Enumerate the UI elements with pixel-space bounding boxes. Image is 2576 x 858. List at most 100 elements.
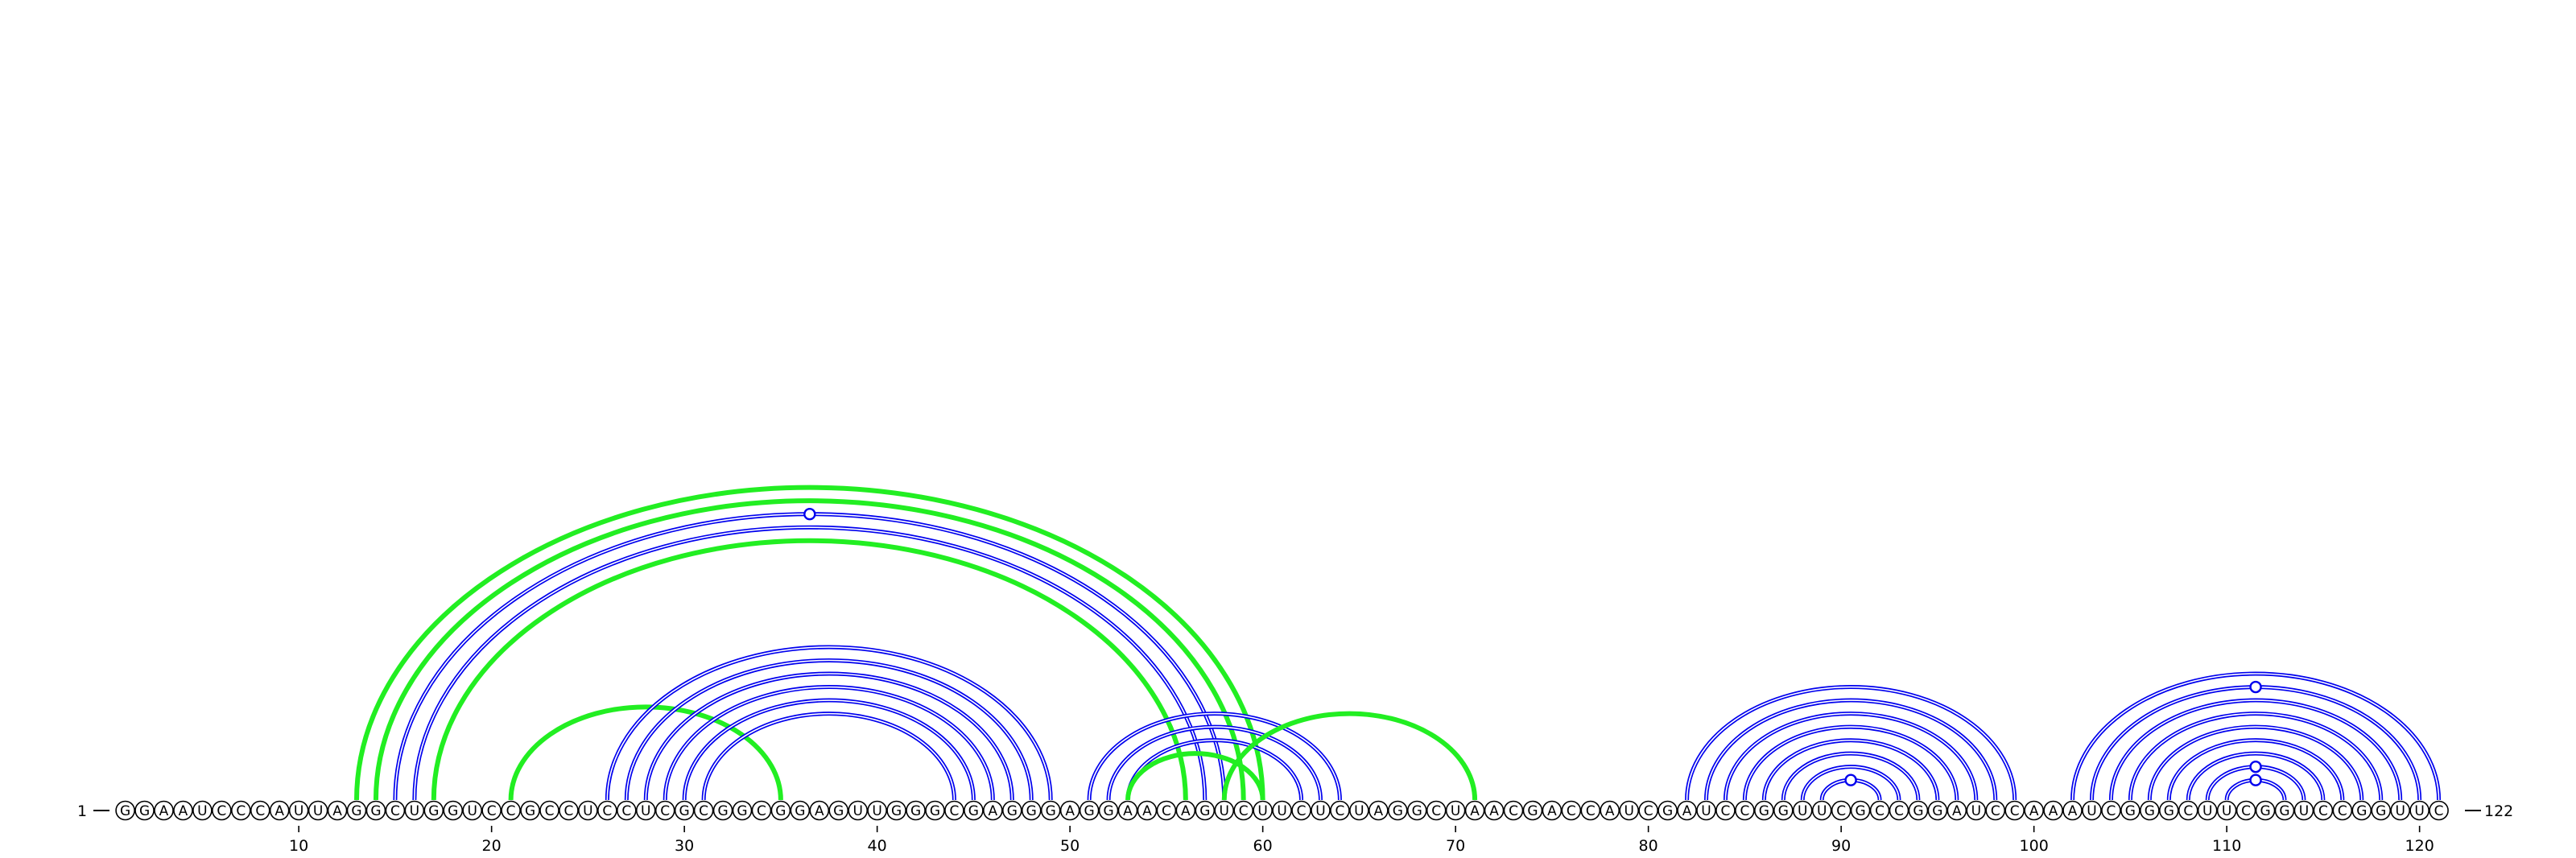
nucleotide-letter: G (1913, 803, 1923, 819)
arc-inner-gap (704, 714, 954, 800)
nucleotide-letter: G (1103, 803, 1113, 819)
tick-label: 120 (2405, 837, 2434, 855)
arc-apex-marker (2251, 775, 2261, 786)
arc-inner-gap (665, 687, 993, 800)
blue-base-pair-arc (1764, 740, 1938, 800)
nucleotide-letter: U (1257, 803, 1267, 819)
nucleotide-letter: A (1489, 803, 1499, 819)
nucleotide-letter: U (1624, 803, 1633, 819)
arc-inner-gap (607, 647, 1051, 800)
nucleotide-letter: A (1123, 803, 1133, 819)
nucleotide-letter: U (583, 803, 592, 819)
nucleotide-letter: G (428, 803, 439, 819)
tick-label: 40 (868, 837, 887, 855)
nucleotide-letter: U (1701, 803, 1711, 819)
nucleotide-letter: C (660, 803, 670, 819)
nucleotide-letter: G (717, 803, 728, 819)
nucleotide-letter: G (1527, 803, 1538, 819)
nucleotide-letter: G (1759, 803, 1769, 819)
nucleotide-letter: C (1991, 803, 2000, 819)
nucleotide-letter: A (179, 803, 188, 819)
tick-label: 100 (2020, 837, 2049, 855)
nucleotide-letter: A (1470, 803, 1480, 819)
tick-label: 80 (1639, 837, 1658, 855)
nucleotide-letter: C (757, 803, 766, 819)
tick-label: 10 (289, 837, 308, 855)
nucleotide-letter: U (1315, 803, 1325, 819)
tick-label: 110 (2212, 837, 2241, 855)
blue-base-pair-arc (1128, 740, 1302, 800)
nucleotide-letter: A (159, 803, 169, 819)
nucleotide-letter: U (2222, 803, 2231, 819)
nucleotide-letter: U (294, 803, 303, 819)
nucleotide-letter: C (390, 803, 400, 819)
arc-inner-gap (395, 514, 1224, 800)
tick-label: 70 (1446, 837, 1465, 855)
nucleotide-letter: U (2395, 803, 2405, 819)
nucleotide-letter: C (564, 803, 574, 819)
nucleotide-letter: G (1007, 803, 1018, 819)
nucleotide-letter: C (1836, 803, 1846, 819)
nucleotide-letter: G (2125, 803, 2136, 819)
nucleotide-letter: G (370, 803, 381, 819)
nucleotide-letter: G (2164, 803, 2174, 819)
nucleotide-letter: C (506, 803, 516, 819)
nucleotide-letter: U (1277, 803, 1286, 819)
nucleotide-letter: G (1856, 803, 1866, 819)
nucleotide-letter: G (2356, 803, 2367, 819)
nucleotide-letter: G (775, 803, 786, 819)
nucleotide-letter: C (255, 803, 265, 819)
nucleotide-letter: A (815, 803, 824, 819)
nucleotide-letter: G (833, 803, 844, 819)
nucleotide-letter: U (197, 803, 207, 819)
nucleotide-letter: A (1682, 803, 1692, 819)
arc-inner-gap (1744, 727, 1956, 800)
nucleotide-letter: G (1199, 803, 1210, 819)
nucleotide-letter: U (410, 803, 419, 819)
arc-apex-marker (804, 509, 815, 519)
arc-inner-gap (1764, 740, 1938, 800)
nucleotide-letter: C (2241, 803, 2251, 819)
nucleotide-letter: C (1162, 803, 1171, 819)
nucleotide-letter: A (332, 803, 342, 819)
blue-base-pair-arc (704, 714, 954, 800)
nucleotide-letter: U (467, 803, 477, 819)
nucleotide-letter: C (1239, 803, 1249, 819)
nucleotide-letter: U (1817, 803, 1827, 819)
nucleotide-letter: C (1721, 803, 1731, 819)
nucleotide-letter: G (2260, 803, 2270, 819)
nucleotide-sequence: GGAAUCCCAUUAGGCUGGUCCGCCUCCUCGCGGCGGAGUU… (116, 802, 2448, 820)
nucleotide-letter: G (351, 803, 361, 819)
arc-markers (804, 509, 2260, 786)
blue-base-pair-arc (607, 647, 1051, 800)
nucleotide-letter: A (1605, 803, 1615, 819)
nucleotide-letter: U (641, 803, 650, 819)
nucleotide-letter: G (2279, 803, 2289, 819)
nucleotide-letter: G (2376, 803, 2386, 819)
tick-label: 50 (1060, 837, 1080, 855)
nucleotide-letter: G (1084, 803, 1095, 819)
nucleotide-letter: C (2107, 803, 2116, 819)
nucleotide-letter: C (950, 803, 960, 819)
nucleotide-letter: A (1952, 803, 1962, 819)
nucleotide-letter: G (1046, 803, 1056, 819)
nucleotide-letter: C (621, 803, 631, 819)
nucleotide-letter: U (872, 803, 881, 819)
nucleotide-letter: A (1547, 803, 1557, 819)
nucleotide-letter: C (1297, 803, 1307, 819)
nucleotide-letter: U (852, 803, 862, 819)
nucleotide-letter: G (737, 803, 747, 819)
nucleotide-letter: A (1374, 803, 1384, 819)
nucleotide-letter: A (2049, 803, 2058, 819)
nucleotide-letter: C (2434, 803, 2444, 819)
nucleotide-letter: U (2299, 803, 2309, 819)
nucleotide-letter: U (1971, 803, 1981, 819)
nucleotide-letter: G (1662, 803, 1673, 819)
nucleotide-letter: G (795, 803, 805, 819)
nucleotide-letter: G (891, 803, 902, 819)
green-base-pair-arc (376, 501, 1244, 800)
blue-base-pair-arc (395, 514, 1224, 800)
nucleotide-letter: U (313, 803, 323, 819)
nucleotide-letter: A (1181, 803, 1191, 819)
